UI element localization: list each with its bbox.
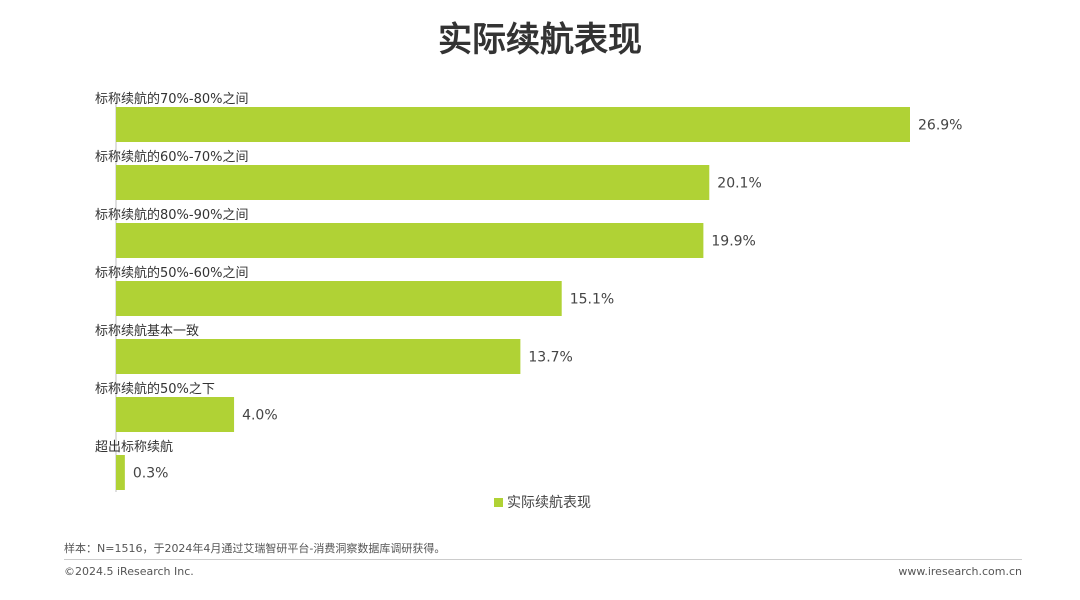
bar: [116, 339, 521, 374]
bar: [116, 455, 125, 490]
legend-label: 实际续航表现: [507, 495, 591, 511]
bar: [116, 281, 562, 316]
bar: [116, 223, 704, 258]
data-label: 15.1%: [570, 292, 614, 308]
footer-divider: [64, 559, 1022, 560]
data-label: 0.3%: [133, 466, 169, 482]
data-label: 20.1%: [717, 176, 761, 192]
chart-legend: 实际续航表现: [494, 492, 591, 512]
category-label: 标称续航的80%-90%之间: [95, 207, 248, 223]
chart-title: 实际续航表现: [438, 20, 642, 60]
legend-swatch: [494, 497, 503, 507]
data-label: 4.0%: [242, 408, 278, 424]
category-label: 标称续航的70%-80%之间: [95, 91, 248, 107]
category-label: 标称续航的50%之下: [95, 381, 215, 397]
bar: [116, 165, 710, 200]
category-label: 标称续航的50%-60%之间: [95, 265, 248, 281]
website-link: www.iresearch.com.cn: [898, 565, 1022, 578]
data-label: 26.9%: [918, 118, 962, 134]
copyright-text: ©2024.5 iResearch Inc.: [64, 565, 194, 578]
category-label: 超出标称续航: [95, 439, 173, 455]
sample-note: 样本：N=1516，于2024年4月通过艾瑞智研平台-消费洞察数据库调研获得。: [64, 542, 446, 555]
category-label: 标称续航基本一致: [95, 323, 199, 339]
bar: [116, 397, 235, 432]
data-label: 19.9%: [711, 234, 755, 250]
bar: [116, 107, 910, 142]
category-label: 标称续航的60%-70%之间: [95, 149, 248, 165]
data-label: 13.7%: [528, 350, 572, 366]
